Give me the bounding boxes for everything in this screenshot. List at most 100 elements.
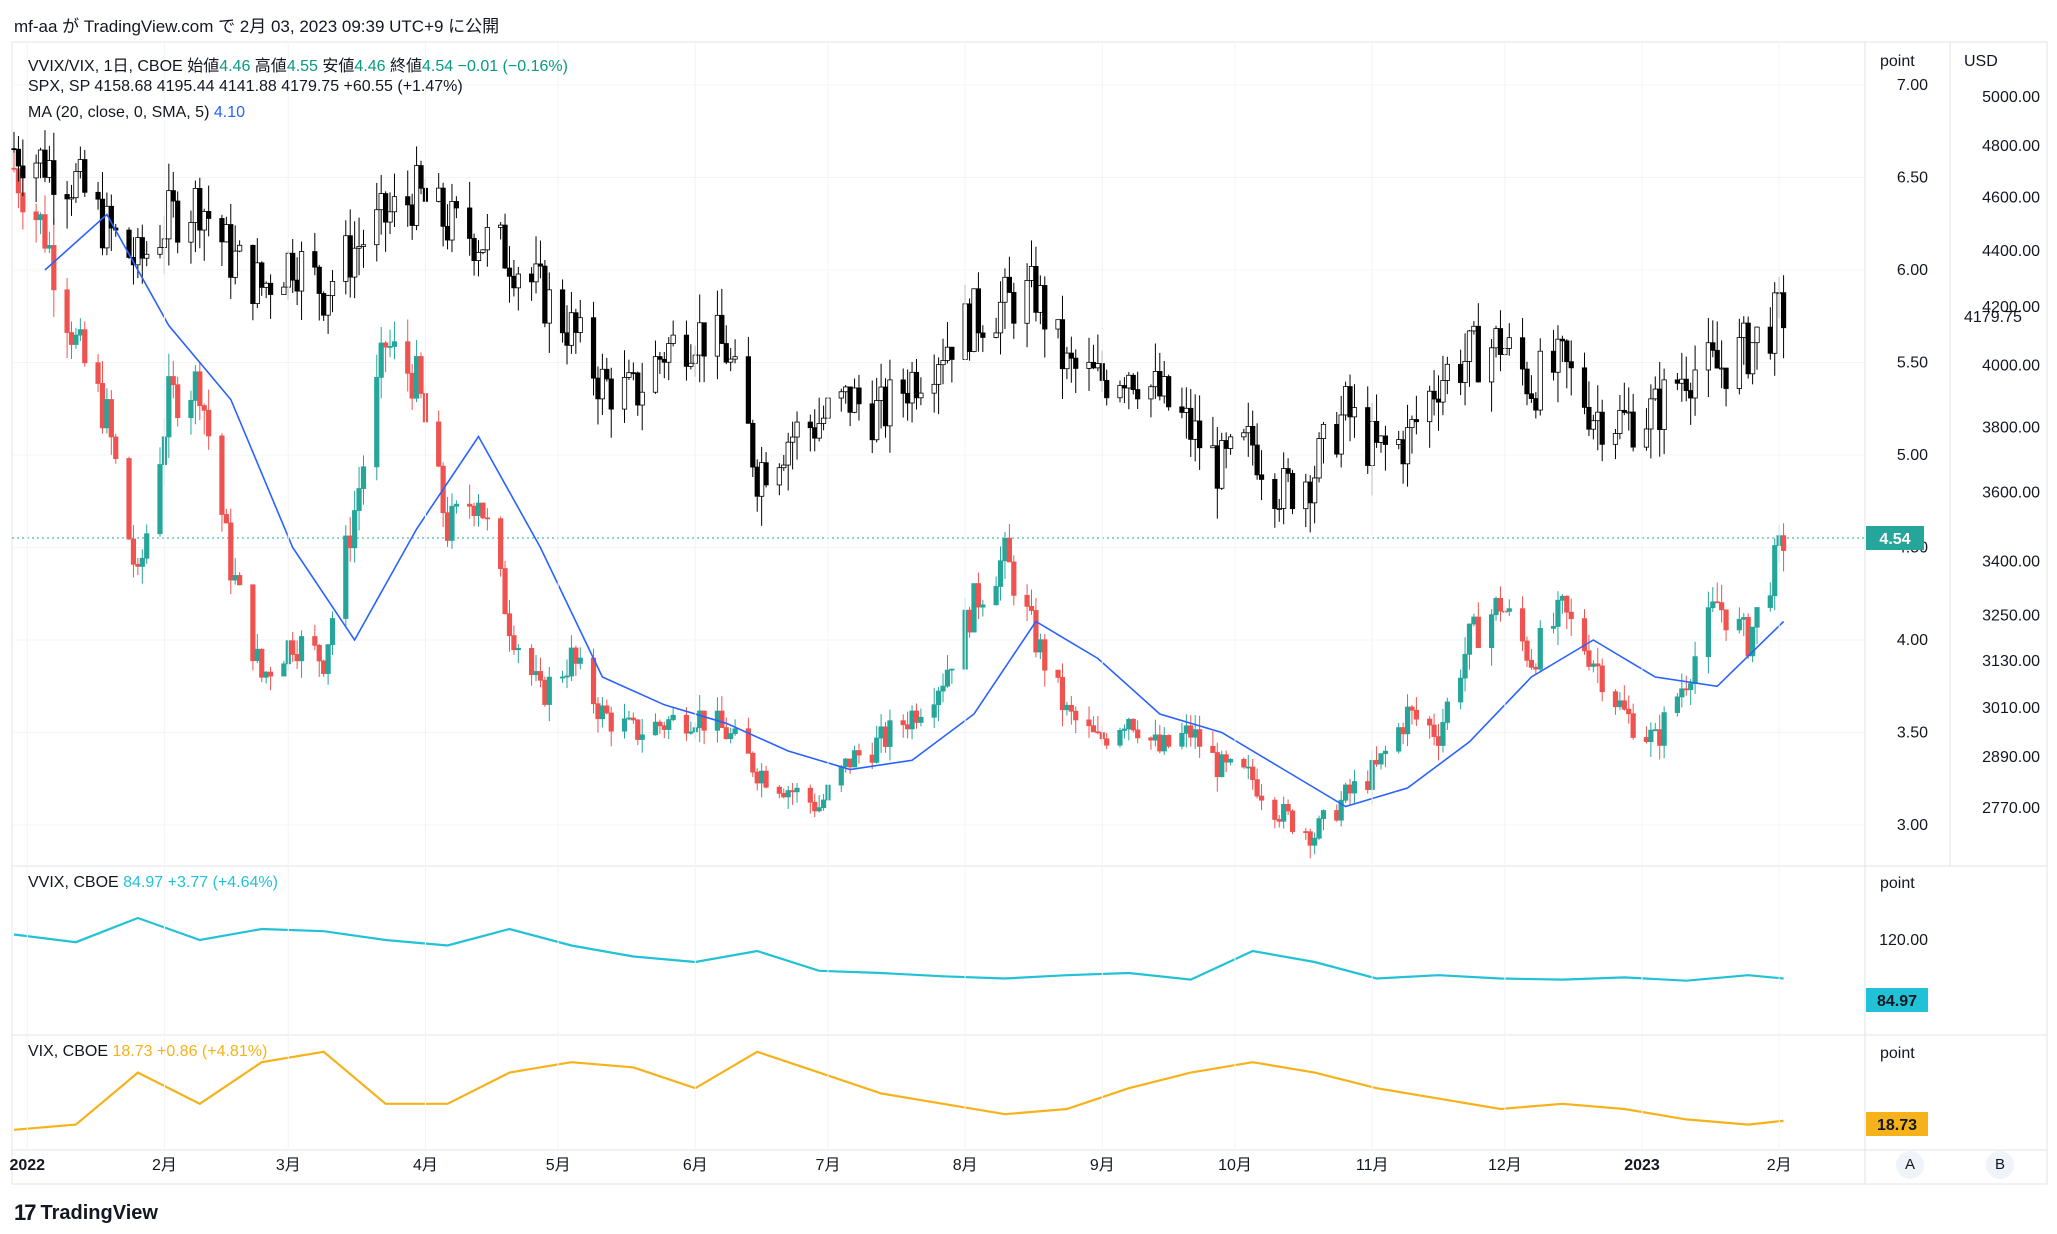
ratio-candle xyxy=(498,516,504,577)
ratio-candle xyxy=(1117,727,1123,748)
time-tick-label: 9月 xyxy=(1090,1157,1115,1174)
spx-candle xyxy=(347,209,353,298)
ratio-candle xyxy=(573,645,579,677)
spx-candle xyxy=(599,353,605,416)
ratio-candle xyxy=(1006,523,1012,563)
legend-vvix-label: VVIX, CBOE xyxy=(28,874,119,891)
spx-candle xyxy=(46,146,52,183)
scale-b-button[interactable]: B xyxy=(1986,1151,2014,1179)
spx-candle xyxy=(732,339,738,364)
spx-candle xyxy=(1276,498,1282,522)
spx-candle xyxy=(250,244,256,321)
ratio-candle xyxy=(409,363,415,410)
ratio-candle xyxy=(502,561,508,615)
legend-main[interactable]: VVIX/VIX, 1日, CBOE 始値4.46 高値4.55 安値4.46 … xyxy=(28,52,568,76)
usd-tick-label: 3400.00 xyxy=(1982,553,2040,570)
spx-candle xyxy=(37,147,44,179)
ratio-candle xyxy=(851,745,858,768)
usd-tick-label: 4200.00 xyxy=(1982,299,2040,316)
ratio-candle xyxy=(356,466,362,531)
auto-scale-button[interactable]: A xyxy=(1896,1151,1924,1179)
spx-candle xyxy=(1037,275,1043,325)
spx-candle xyxy=(608,367,614,438)
spx-candle xyxy=(352,221,358,299)
ratio-candle xyxy=(971,583,977,633)
ratio-candle xyxy=(250,584,256,671)
ratio-candle xyxy=(1519,596,1526,652)
ratio-candle xyxy=(1223,750,1229,773)
ratio-candle xyxy=(688,721,694,735)
ratio-candle xyxy=(936,686,942,722)
spx-candle xyxy=(1714,321,1720,369)
spx-candle xyxy=(688,344,694,370)
legend-ma[interactable]: MA (20, close, 0, SMA, 5) 4.10 xyxy=(28,104,245,122)
ratio-candle xyxy=(1528,649,1535,670)
spx-candle xyxy=(763,452,769,488)
spx-candle xyxy=(759,446,765,526)
spx-candle xyxy=(639,362,645,431)
spx-candle xyxy=(1130,373,1136,395)
usd-tick-label: 4400.00 xyxy=(1982,243,2040,260)
ratio-last-badge xyxy=(1866,526,1924,550)
legend-vix-label: VIX, CBOE xyxy=(28,1043,109,1060)
usd-tick-label: 3130.00 xyxy=(1982,653,2040,670)
spx-candle xyxy=(1440,355,1446,416)
ratio-tick-label: 3.50 xyxy=(1897,725,1928,742)
usd-tick-label: 2770.00 xyxy=(1982,800,2040,817)
ratio-candle xyxy=(298,630,305,678)
spx-candle xyxy=(281,282,287,295)
legend-vvix[interactable]: VVIX, CBOE 84.97 +3.77 (+4.64%) xyxy=(28,874,278,892)
ratio-candle xyxy=(728,727,734,744)
spx-candle xyxy=(1564,339,1570,389)
legend-ma-value: 4.10 xyxy=(213,104,245,121)
spx-candle xyxy=(913,358,920,410)
vvix-price-axis: 120.00 xyxy=(1879,932,1928,949)
spx-candle xyxy=(1073,349,1079,393)
time-tick-label: 2月 xyxy=(152,1157,177,1174)
spx-candle xyxy=(949,346,955,383)
ratio-candle xyxy=(1024,584,1030,622)
ratio-candle xyxy=(608,706,614,747)
spx-candle xyxy=(1042,276,1048,358)
ratio-candle xyxy=(1121,724,1128,739)
ratio-candle xyxy=(1750,626,1756,663)
ratio-candle xyxy=(321,659,327,677)
ratio-candle xyxy=(763,765,769,789)
spx-candle xyxy=(1767,307,1773,360)
spx-candle xyxy=(144,241,150,267)
legend-low: 4.46 xyxy=(354,58,386,75)
ratio-candle xyxy=(1028,589,1035,615)
footer-brand: TradingView xyxy=(40,1201,158,1224)
spx-candle xyxy=(99,172,106,256)
ratio-candle xyxy=(1055,669,1061,683)
ratio-candle xyxy=(1413,697,1419,727)
legend-vix-change: +0.86 (+4.81%) xyxy=(156,1043,268,1060)
spx-candle xyxy=(440,182,446,247)
ratio-candle xyxy=(219,433,225,532)
spx-candle xyxy=(750,419,756,478)
spx-candle xyxy=(1219,432,1225,491)
legend-spx[interactable]: SPX, SP 4158.68 4195.44 4141.88 4179.75 … xyxy=(28,78,463,96)
ratio-candle xyxy=(82,321,88,367)
spx-candle xyxy=(206,185,212,237)
usd-tick-label: 4800.00 xyxy=(1982,138,2040,155)
ratio-candle xyxy=(1630,703,1636,740)
spx-candle xyxy=(577,299,583,343)
ratio-candle xyxy=(843,757,849,773)
ratio-candle xyxy=(1493,596,1499,621)
ratio-candle xyxy=(918,708,924,727)
spx-candle xyxy=(670,320,676,347)
ratio-candles xyxy=(11,151,1787,859)
spx-candle xyxy=(139,224,145,284)
vix-line xyxy=(13,1050,1784,1131)
legend-close-label: 終値 xyxy=(390,58,423,75)
spx-candle xyxy=(621,350,628,423)
spx-candle xyxy=(219,214,225,267)
ratio-candle xyxy=(661,721,667,739)
ratio-candle xyxy=(1400,722,1406,745)
ratio-candle xyxy=(869,742,875,770)
legend-vix[interactable]: VIX, CBOE 18.73 +0.86 (+4.81%) xyxy=(28,1043,267,1061)
ratio-candle xyxy=(1652,722,1658,732)
ratio-candle xyxy=(197,362,203,421)
